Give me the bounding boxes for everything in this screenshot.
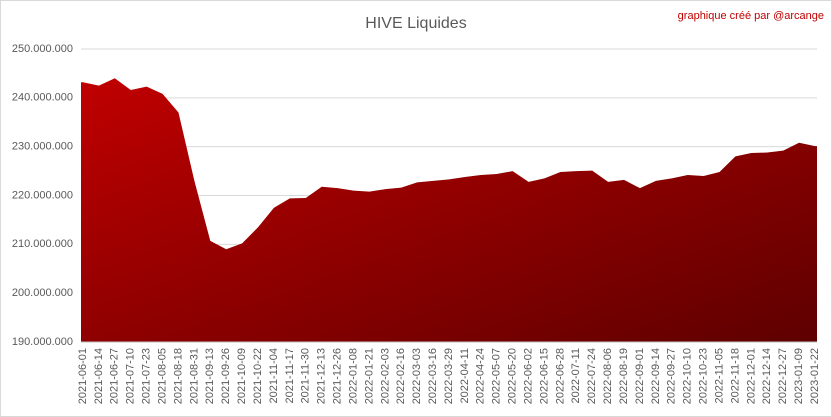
annotation: graphique créé par @arcange (678, 10, 824, 22)
x-tick-label: 2022-09-14 (650, 348, 662, 404)
x-tick-label: 2021-11-04 (268, 348, 280, 403)
x-tick-label: 2022-10-10 (682, 348, 694, 404)
x-tick-label: 2021-08-31 (188, 348, 200, 404)
y-tick-label: 230.000.000 (12, 141, 73, 153)
x-tick-label: 2021-06-01 (77, 348, 89, 404)
x-tick-label: 2021-12-26 (332, 348, 344, 404)
x-tick-label: 2021-08-05 (156, 348, 168, 404)
x-tick-label: 2022-09-27 (666, 348, 678, 404)
x-tick-label: 2023-01-09 (793, 348, 805, 404)
x-tick-label: 2022-12-01 (745, 348, 757, 404)
x-tick-label: 2022-11-05 (713, 348, 725, 403)
y-tick-label: 220.000.000 (12, 189, 73, 201)
x-tick-label: 2021-10-22 (252, 348, 264, 404)
x-tick-label: 2022-04-11 (459, 348, 471, 403)
x-tick-label: 2021-07-23 (141, 348, 153, 404)
x-tick-label: 2021-12-13 (316, 348, 328, 404)
x-tick-label: 2022-08-06 (602, 348, 614, 404)
x-tick-label: 2022-03-16 (427, 348, 439, 404)
y-tick-label: 250.000.000 (12, 43, 73, 55)
x-tick-label: 2022-07-24 (586, 348, 598, 404)
x-tick-label: 2022-12-14 (761, 348, 773, 404)
x-tick-label: 2021-11-30 (300, 348, 312, 403)
x-tick-label: 2022-07-11 (570, 348, 582, 403)
x-tick-label: 2022-01-08 (347, 348, 359, 404)
x-tick-label: 2021-08-18 (172, 348, 184, 404)
x-tick-label: 2021-09-13 (204, 348, 216, 404)
x-tick-label: 2022-02-16 (395, 348, 407, 404)
area (81, 78, 817, 343)
x-tick-label: 2022-05-20 (507, 348, 519, 404)
x-tick-label: 2021-06-14 (93, 348, 105, 404)
x-tick-label: 2021-07-10 (125, 348, 137, 404)
x-tick-label: 2022-06-28 (554, 348, 566, 404)
x-tick-label: 2023-01-22 (809, 348, 821, 404)
x-tick-label: 2021-10-09 (236, 348, 248, 404)
x-tick-label: 2022-02-03 (379, 348, 391, 404)
x-tick-label: 2022-10-23 (698, 348, 710, 404)
x-tick-label: 2022-05-07 (491, 348, 503, 404)
x-tick-label: 2021-09-26 (220, 348, 232, 404)
x-tick-label: 2022-06-02 (522, 348, 534, 404)
y-tick-label: 240.000.000 (12, 92, 73, 104)
x-tick-label: 2022-12-27 (777, 348, 789, 404)
chart-title: HIVE Liquides (365, 15, 466, 32)
x-tick-label: 2021-11-17 (284, 348, 296, 403)
x-tick-label: 2022-03-03 (411, 348, 423, 404)
x-tick-label: 2022-09-01 (634, 348, 646, 404)
y-tick-label: 210.000.000 (12, 238, 73, 250)
y-tick-label: 200.000.000 (12, 287, 73, 299)
x-tick-label: 2021-06-27 (109, 348, 121, 404)
x-tick-label: 2022-08-19 (618, 348, 630, 404)
x-tick-label: 2022-04-24 (475, 348, 487, 404)
x-tick-label: 2022-11-18 (729, 348, 741, 403)
x-tick-label: 2022-06-15 (538, 348, 550, 404)
x-tick-label: 2022-01-21 (363, 348, 375, 404)
x-tick-label: 2022-03-29 (443, 348, 455, 404)
y-tick-label: 190.000.000 (12, 336, 73, 348)
